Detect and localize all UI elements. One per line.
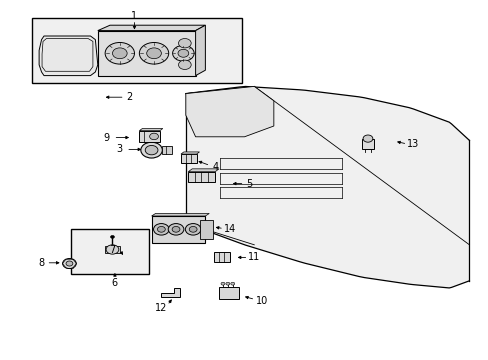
Text: 8: 8 [39, 258, 44, 268]
Bar [32, 18, 242, 83]
Circle shape [112, 48, 127, 59]
Circle shape [189, 226, 197, 232]
Text: 10: 10 [255, 296, 267, 306]
Polygon shape [185, 86, 273, 137]
Circle shape [157, 226, 165, 232]
Circle shape [141, 142, 162, 158]
Text: 5: 5 [246, 179, 252, 189]
Circle shape [172, 226, 180, 232]
Text: 7: 7 [109, 245, 115, 255]
Bar [200, 220, 212, 239]
Circle shape [168, 224, 183, 235]
Circle shape [110, 235, 114, 238]
Circle shape [145, 145, 158, 155]
Text: 12: 12 [155, 303, 167, 313]
Circle shape [105, 42, 134, 64]
Text: 13: 13 [406, 139, 419, 149]
Circle shape [146, 48, 161, 59]
Circle shape [106, 245, 119, 254]
Polygon shape [151, 213, 209, 216]
Bar [219, 287, 238, 299]
Bar [162, 146, 172, 154]
Circle shape [149, 133, 158, 140]
Polygon shape [139, 129, 163, 131]
Circle shape [178, 39, 191, 48]
Bar [139, 131, 160, 142]
Circle shape [62, 258, 76, 269]
Text: 6: 6 [112, 278, 118, 288]
Polygon shape [181, 152, 199, 154]
Text: 2: 2 [126, 92, 132, 102]
Text: 11: 11 [247, 252, 260, 262]
Circle shape [362, 135, 372, 142]
Circle shape [172, 45, 194, 61]
Bar [181, 154, 196, 163]
Text: 9: 9 [103, 132, 109, 143]
Polygon shape [195, 25, 205, 76]
Bar [214, 252, 229, 262]
Polygon shape [185, 86, 468, 288]
Polygon shape [98, 31, 195, 76]
Bar [151, 216, 205, 243]
Circle shape [178, 49, 188, 57]
Bar [361, 139, 373, 149]
Circle shape [221, 282, 224, 285]
Polygon shape [39, 36, 98, 76]
Circle shape [153, 224, 169, 235]
Bar [71, 229, 149, 274]
Text: 1: 1 [131, 11, 137, 21]
Bar [188, 172, 215, 182]
Text: 14: 14 [223, 224, 236, 234]
Text: 4: 4 [212, 162, 218, 172]
Bar [104, 246, 120, 253]
Polygon shape [98, 25, 205, 31]
Circle shape [185, 224, 201, 235]
Circle shape [178, 60, 191, 69]
Circle shape [139, 42, 168, 64]
Circle shape [66, 261, 73, 266]
Circle shape [225, 282, 229, 285]
Polygon shape [161, 288, 180, 297]
Circle shape [230, 282, 234, 285]
Text: 3: 3 [117, 144, 122, 154]
Polygon shape [188, 169, 219, 172]
